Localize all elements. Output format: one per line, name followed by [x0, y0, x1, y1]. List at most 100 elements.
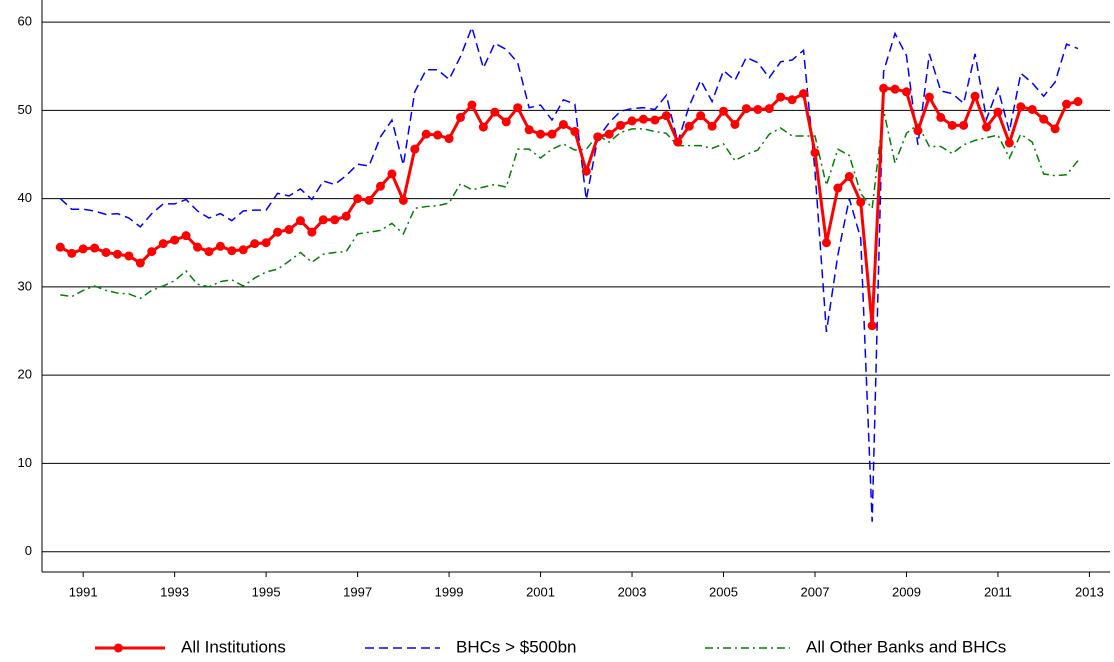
y-tick-label: 50 — [18, 102, 32, 117]
data-point — [970, 91, 980, 101]
y-tick-label: 20 — [18, 367, 32, 382]
data-point — [181, 231, 191, 241]
data-point — [764, 104, 774, 114]
x-tick-label: 1999 — [435, 584, 464, 599]
data-point — [1062, 99, 1072, 109]
data-point — [719, 106, 729, 116]
data-point — [959, 120, 969, 130]
x-tick-label: 2013 — [1075, 584, 1104, 599]
data-point — [330, 215, 340, 225]
data-point — [833, 183, 843, 193]
data-point — [215, 241, 225, 251]
data-point — [650, 115, 660, 125]
data-point — [1027, 104, 1037, 114]
legend-label: All Other Banks and BHCs — [806, 637, 1006, 656]
x-tick-label: 2003 — [618, 584, 647, 599]
data-point — [581, 166, 591, 176]
x-tick-label: 2007 — [801, 584, 830, 599]
data-point — [410, 144, 420, 154]
series-line — [60, 110, 1079, 300]
data-point — [616, 120, 626, 130]
data-point — [193, 242, 203, 252]
data-point — [627, 116, 637, 126]
x-tick-label: 2011 — [984, 584, 1012, 599]
x-tick-label: 2005 — [709, 584, 738, 599]
data-point — [1016, 102, 1026, 112]
data-point — [78, 244, 88, 254]
data-point — [456, 112, 466, 122]
y-tick-label: 10 — [18, 455, 32, 470]
x-tick-label: 2001 — [526, 584, 555, 599]
data-point — [993, 107, 1003, 117]
data-point — [856, 197, 866, 207]
data-point — [661, 111, 671, 121]
data-point — [170, 235, 180, 245]
data-point — [238, 245, 248, 255]
data-point — [901, 87, 911, 97]
y-tick-label: 0 — [25, 543, 32, 558]
data-point — [558, 119, 568, 129]
data-point — [398, 195, 408, 205]
data-point — [982, 122, 992, 132]
data-point — [524, 125, 534, 135]
data-point — [284, 225, 294, 235]
data-point — [421, 129, 431, 139]
data-point — [227, 246, 237, 256]
x-tick-label: 1997 — [343, 584, 372, 599]
data-point — [490, 107, 500, 117]
data-point — [787, 95, 797, 105]
data-point — [158, 239, 168, 249]
y-tick-label: 60 — [18, 14, 32, 29]
data-point — [478, 122, 488, 132]
data-point — [467, 100, 477, 110]
y-tick-label: 30 — [18, 278, 32, 293]
y-tick-label: 40 — [18, 190, 32, 205]
data-point — [707, 121, 717, 131]
x-tick-label: 2009 — [892, 584, 921, 599]
data-point — [593, 132, 603, 142]
data-point — [810, 148, 820, 158]
x-tick-label: 1993 — [160, 584, 189, 599]
series-line — [59, 86, 1079, 326]
x-tick-label: 1991 — [69, 584, 98, 599]
data-point — [112, 249, 122, 259]
data-point — [67, 248, 77, 258]
data-point — [890, 84, 900, 94]
data-point — [684, 121, 694, 131]
data-point — [799, 89, 809, 99]
data-point — [501, 117, 511, 127]
data-point — [250, 239, 260, 249]
data-point — [101, 247, 111, 257]
data-point — [124, 251, 134, 261]
data-point — [135, 258, 145, 268]
data-point — [879, 83, 889, 93]
data-point — [204, 247, 214, 257]
data-point — [1039, 114, 1049, 124]
data-point — [741, 104, 751, 114]
data-point — [547, 129, 557, 139]
data-point — [1004, 138, 1014, 148]
data-point — [844, 172, 854, 182]
data-point — [364, 195, 374, 205]
data-point — [375, 181, 385, 191]
data-point — [821, 238, 831, 248]
data-point — [638, 114, 648, 124]
data-point — [513, 103, 523, 113]
data-point — [273, 227, 283, 237]
data-point — [924, 92, 934, 102]
data-point — [295, 216, 305, 226]
data-point — [947, 120, 957, 130]
x-tick-label: 1995 — [252, 584, 281, 599]
data-point — [673, 137, 683, 147]
data-point — [341, 211, 351, 221]
legend-label: All Institutions — [181, 637, 286, 656]
data-point — [730, 119, 740, 129]
data-point — [696, 111, 706, 121]
data-point — [776, 92, 786, 102]
data-point — [1050, 124, 1060, 134]
grid: 0 10 20 30 40 50 60 1991 1993 1995 1997 1999 2001 200… — [18, 0, 1110, 599]
data-point — [307, 227, 317, 237]
legend-label: BHCs > $500bn — [456, 637, 577, 656]
data-point — [536, 129, 546, 139]
